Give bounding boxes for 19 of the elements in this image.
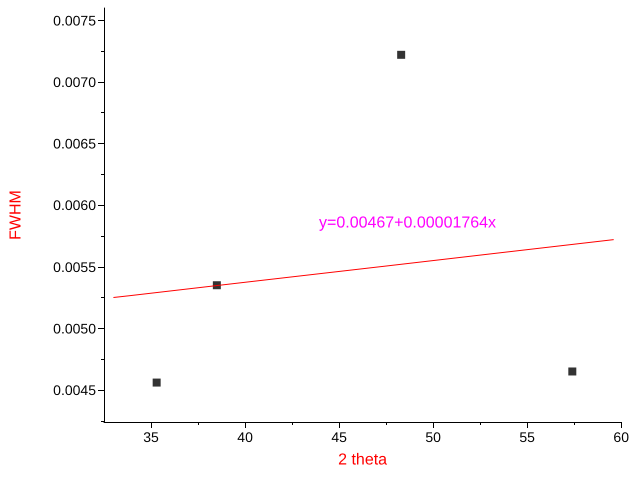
y-tick-label: 0.0060 (53, 197, 96, 214)
y-tick-label: 0.0070 (53, 74, 96, 90)
annotation: y=0.00467+0.00001764x (319, 214, 496, 232)
y-tick-label: 0.0075 (53, 12, 96, 28)
y-axis-title: FWHM (8, 190, 24, 240)
y-tick-label: 0.0050 (53, 320, 96, 336)
x-tick-label: 55 (519, 429, 536, 445)
x-tick-label: 45 (331, 429, 348, 445)
x-tick-label: 35 (143, 429, 160, 445)
point (568, 367, 576, 376)
x-tick-label: 60 (613, 429, 630, 445)
y-tick-label: 0.0065 (53, 136, 96, 152)
x-axis-title: 2 theta (338, 452, 388, 468)
y-tick-label: 0.0045 (53, 382, 96, 398)
point (152, 378, 161, 387)
x-tick-label: 50 (425, 429, 442, 445)
x-tick-label: 40 (237, 429, 254, 445)
point (397, 50, 406, 59)
y-tick-label: 0.0055 (53, 258, 96, 275)
